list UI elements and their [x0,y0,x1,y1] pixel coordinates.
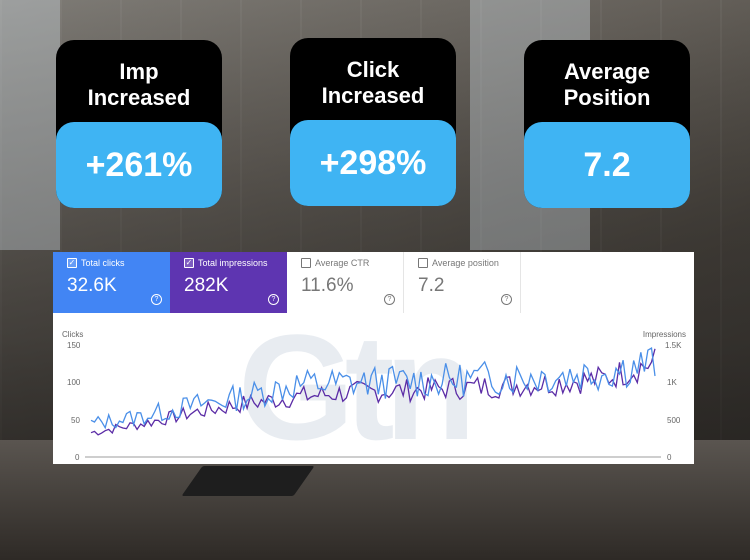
right-axis-title: Impressions [642,330,686,339]
metric-total-impressions[interactable]: ✓ Total impressions 282K ? [170,252,287,313]
checkbox-unchecked-icon[interactable] [418,258,428,268]
left-tick-label: 100 [67,378,81,387]
right-tick-label: 500 [667,416,681,425]
right-tick-label: 1K [667,378,677,387]
metric-total-clicks[interactable]: ✓ Total clicks 32.6K ? [53,252,170,313]
metric-label: Total impressions [198,258,268,268]
metric-label-row: Average CTR [301,258,403,268]
window-left [0,0,60,250]
card-value: +261% [56,122,222,208]
metric-average-ctr[interactable]: Average CTR 11.6% ? [287,252,404,313]
help-icon[interactable]: ? [151,294,162,305]
checkbox-checked-icon[interactable]: ✓ [67,258,77,268]
card-title: Click Increased [321,57,425,108]
clicks-series-line [90,347,656,430]
metric-label-row: Average position [418,258,520,268]
card-value: +298% [290,120,456,206]
help-icon[interactable]: ? [268,294,279,305]
metric-label: Average CTR [315,258,370,268]
metric-label-row: ✓ Total clicks [67,258,170,268]
metric-average-position[interactable]: Average position 7.2 ? [404,252,521,313]
click-increased-card: Click Increased +298% [290,38,456,206]
metric-tabs: ✓ Total clicks 32.6K ? ✓ Total impressio… [53,252,694,313]
metric-label-row: ✓ Total impressions [184,258,287,268]
average-position-card: Average Position 7.2 [524,40,690,208]
help-icon[interactable]: ? [501,294,512,305]
metric-value: 32.6K [67,275,117,296]
card-value: 7.2 [524,122,690,208]
card-title: Average Position [563,59,651,110]
card-title: Imp Increased [87,59,191,110]
left-tick-label: 50 [71,416,80,425]
imp-increased-card: Imp Increased +261% [56,40,222,208]
left-tick-label: 150 [67,341,81,350]
left-tick-label: 0 [75,453,80,462]
metric-label: Average position [432,258,499,268]
tablet-device [181,466,315,496]
performance-line-chart [85,347,661,458]
impressions-series-line [90,348,656,436]
metric-value: 282K [184,275,229,296]
metric-value: 7.2 [418,275,445,296]
search-console-performance-panel: Gtn ✓ Total clicks 32.6K ? ✓ Total impre… [53,252,694,464]
right-tick-label: 0 [667,453,672,462]
left-axis-title: Clicks [62,330,84,339]
checkbox-unchecked-icon[interactable] [301,258,311,268]
metric-label: Total clicks [81,258,125,268]
metric-value: 11.6% [301,275,354,296]
right-tick-label: 1.5K [665,341,682,350]
checkbox-checked-icon[interactable]: ✓ [184,258,194,268]
help-icon[interactable]: ? [384,294,395,305]
